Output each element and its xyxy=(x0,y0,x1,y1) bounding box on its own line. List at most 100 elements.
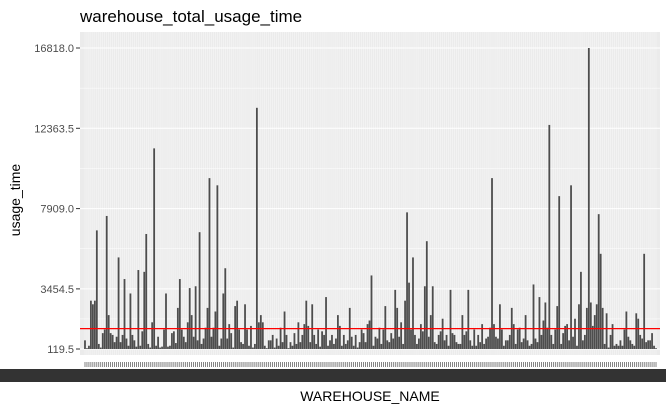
grid-layer xyxy=(80,32,660,355)
bar xyxy=(190,315,193,349)
bar xyxy=(564,325,567,349)
bar xyxy=(587,48,590,349)
bar xyxy=(589,302,592,349)
bar xyxy=(273,347,276,349)
bar xyxy=(471,345,474,349)
bar xyxy=(621,345,624,349)
bar xyxy=(167,346,169,349)
bar xyxy=(182,336,185,349)
bar xyxy=(184,342,187,349)
bar xyxy=(220,338,223,349)
bar xyxy=(307,325,310,349)
x-axis-title: WAREHOUSE_NAME xyxy=(300,388,440,404)
bar xyxy=(254,343,256,349)
bar xyxy=(376,338,379,349)
bar xyxy=(368,320,371,349)
bar xyxy=(574,318,576,349)
bar xyxy=(502,345,505,349)
bar xyxy=(477,334,480,349)
bar xyxy=(196,340,199,349)
bar xyxy=(542,320,545,349)
bar xyxy=(125,338,128,349)
bar xyxy=(406,212,408,349)
bar xyxy=(465,331,468,349)
bar xyxy=(536,342,539,349)
bar xyxy=(228,324,231,349)
bar xyxy=(599,253,602,349)
bar xyxy=(558,196,561,349)
bar xyxy=(532,284,535,349)
plot-panel xyxy=(80,32,660,355)
bar xyxy=(416,343,418,349)
bar xyxy=(149,347,152,349)
bar xyxy=(303,324,306,349)
bar xyxy=(427,336,430,349)
bar xyxy=(540,334,543,349)
bar xyxy=(299,342,302,349)
bar xyxy=(457,343,460,349)
bar xyxy=(246,329,248,349)
bar xyxy=(418,338,420,349)
bar xyxy=(159,347,161,349)
bar xyxy=(546,327,549,349)
bar xyxy=(297,322,300,349)
y-tick-label: 3454.5 xyxy=(40,284,74,296)
bar xyxy=(433,342,436,349)
bar xyxy=(135,346,138,349)
bar xyxy=(275,338,278,349)
bar xyxy=(382,329,385,349)
bar xyxy=(400,322,403,349)
bar xyxy=(192,336,195,349)
bar xyxy=(210,336,213,349)
bar xyxy=(208,178,211,349)
bar xyxy=(331,334,333,349)
bar xyxy=(518,327,521,349)
bar xyxy=(607,347,610,349)
bar xyxy=(617,345,620,349)
bar xyxy=(423,286,426,349)
bar xyxy=(603,343,606,349)
bar xyxy=(293,333,296,349)
bar xyxy=(315,343,318,349)
bar xyxy=(481,324,484,349)
bar xyxy=(649,340,651,349)
bar xyxy=(212,327,215,349)
bar xyxy=(180,329,183,349)
bar xyxy=(512,324,515,349)
bar xyxy=(161,346,163,349)
bar xyxy=(111,334,114,349)
bar xyxy=(572,336,574,349)
bar xyxy=(261,322,264,349)
bar xyxy=(552,343,555,349)
bar xyxy=(218,345,221,349)
bar xyxy=(425,241,428,349)
bar xyxy=(321,331,323,349)
bar xyxy=(398,336,401,349)
bar xyxy=(155,345,158,349)
bar xyxy=(139,345,142,349)
bar xyxy=(562,333,565,349)
bar xyxy=(242,343,244,349)
bar xyxy=(508,334,511,349)
x-tick-labels-overlap xyxy=(0,369,666,382)
bar xyxy=(143,271,146,349)
bar xyxy=(392,338,395,349)
bar xyxy=(271,334,274,349)
bar xyxy=(360,329,363,349)
bar xyxy=(475,345,478,349)
bar xyxy=(514,343,517,349)
bar xyxy=(605,313,608,349)
bar xyxy=(350,336,353,349)
bar xyxy=(447,345,450,349)
bar xyxy=(133,340,136,349)
bar xyxy=(103,329,106,349)
bar xyxy=(441,318,444,349)
bar xyxy=(174,343,177,349)
bar xyxy=(362,333,365,349)
chart-title: warehouse_total_usage_time xyxy=(79,7,302,26)
bar xyxy=(374,336,377,349)
bar xyxy=(479,342,482,349)
bar xyxy=(653,345,655,349)
bar xyxy=(386,340,389,349)
